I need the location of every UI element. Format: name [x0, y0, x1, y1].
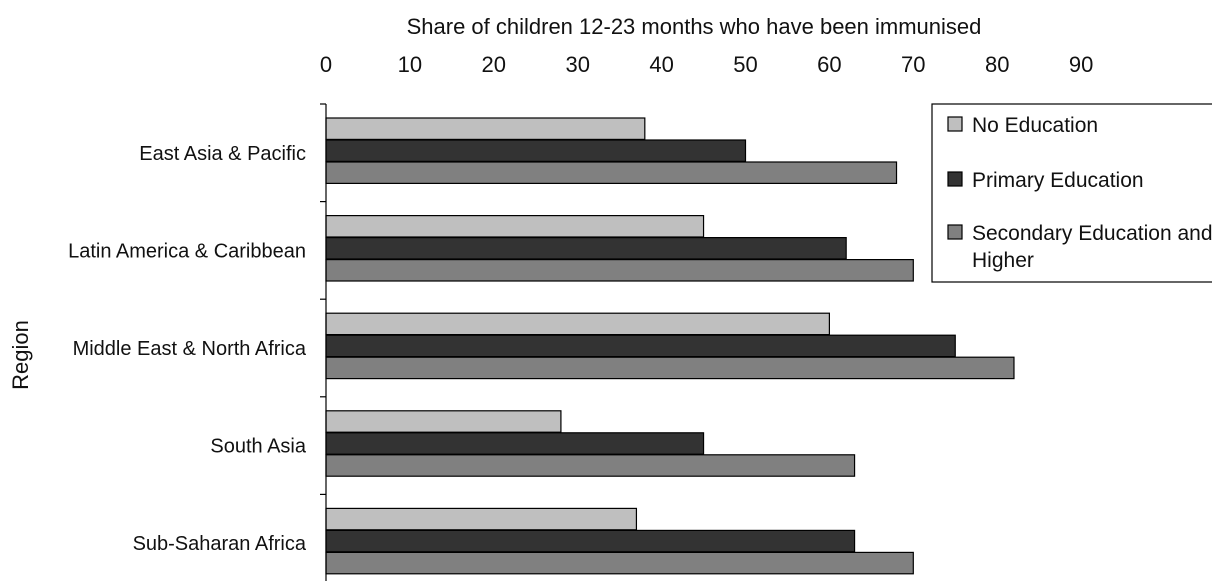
category-label: Latin America & Caribbean — [68, 240, 306, 262]
legend-label: Primary Education — [972, 169, 1144, 192]
bar — [325, 312, 830, 336]
bar — [325, 215, 705, 238]
legend: No Education Primary Education Secondary E… — [931, 103, 1212, 283]
category-label: Middle East & North Africa — [73, 338, 307, 360]
bar — [325, 237, 847, 260]
legend-swatch — [947, 116, 963, 132]
legend-swatch — [947, 171, 963, 187]
category-label: East Asia & Pacific — [139, 143, 306, 165]
y-axis-title: Region — [8, 320, 33, 390]
bar — [325, 551, 914, 575]
legend-label: Secondary Education and — [972, 222, 1212, 245]
legend-label: No Education — [972, 114, 1098, 137]
x-tick-label: 50 — [733, 52, 757, 77]
bar — [325, 139, 747, 162]
bar — [325, 334, 956, 358]
y-axis — [320, 103, 327, 581]
bar — [325, 454, 856, 477]
x-tick-label: 10 — [398, 52, 422, 77]
x-tick-label: 0 — [320, 52, 332, 77]
bar — [325, 432, 705, 455]
bar — [325, 529, 856, 553]
bar — [325, 161, 898, 184]
legend-box — [931, 103, 1212, 283]
x-tick-label: 30 — [565, 52, 589, 77]
x-axis-ticks: 0 10 20 30 40 50 60 70 80 90 — [320, 52, 1093, 77]
legend-swatch — [947, 224, 963, 240]
bar — [325, 259, 914, 282]
bar — [325, 410, 562, 433]
bar — [325, 356, 1015, 380]
x-tick-label: 90 — [1069, 52, 1093, 77]
x-tick-label: 20 — [482, 52, 506, 77]
x-axis-title: Share of children 12-23 months who have … — [407, 14, 982, 39]
x-tick-label: 60 — [817, 52, 841, 77]
x-tick-label: 80 — [985, 52, 1009, 77]
x-tick-label: 40 — [649, 52, 673, 77]
bars — [325, 117, 1015, 575]
category-labels: East Asia & Pacific Latin America & Carib… — [68, 143, 307, 555]
x-tick-label: 70 — [901, 52, 925, 77]
bar — [325, 507, 638, 531]
category-label: South Asia — [210, 436, 307, 458]
legend-label: Higher — [972, 249, 1034, 272]
bar — [325, 117, 646, 140]
category-label: Sub-Saharan Africa — [133, 533, 307, 555]
